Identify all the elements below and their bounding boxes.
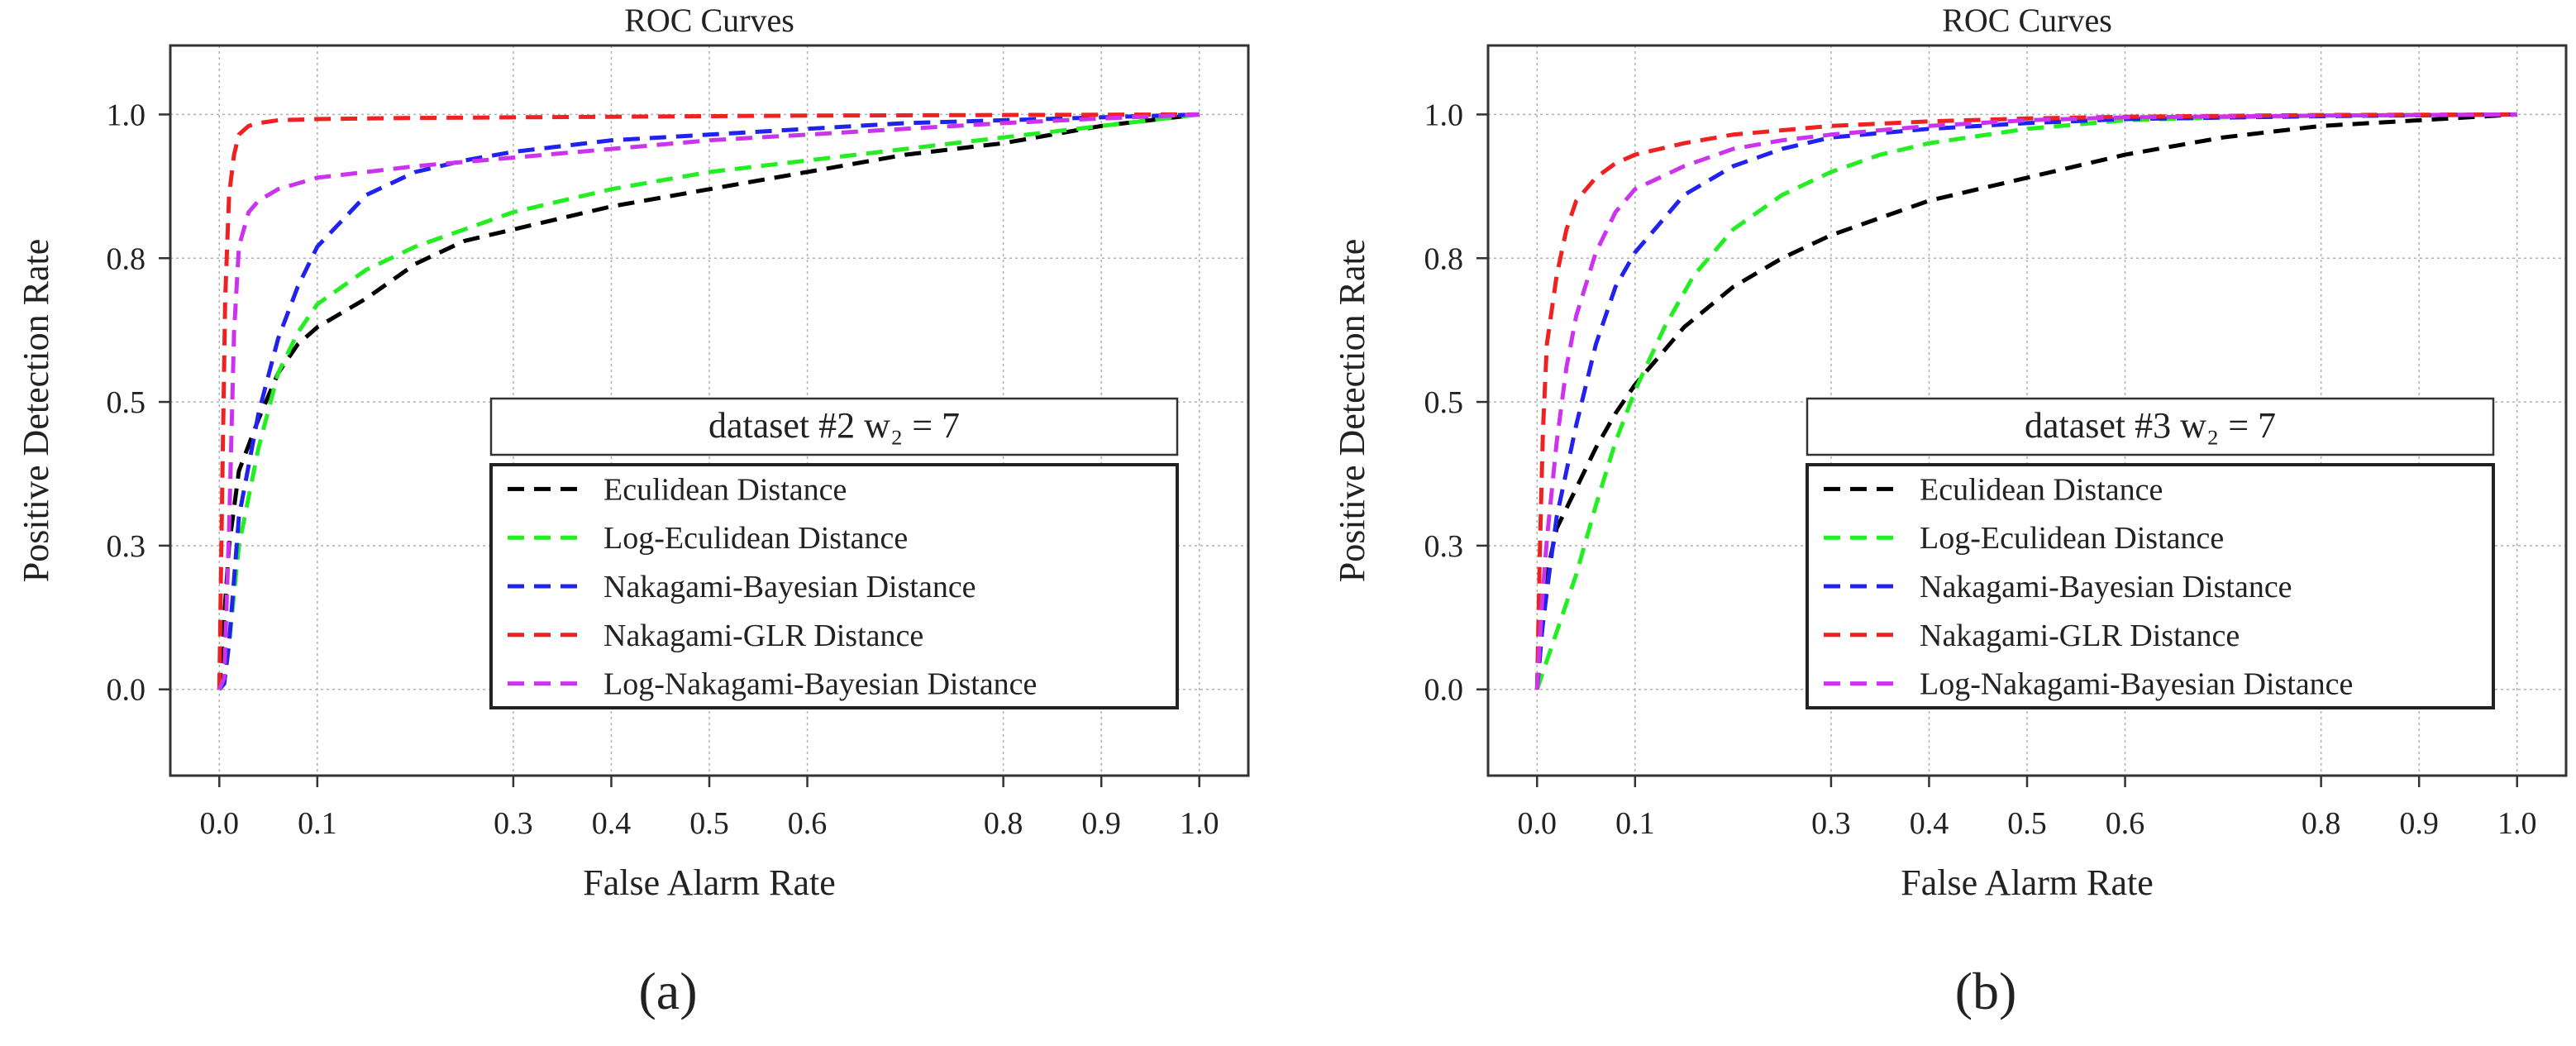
y-tick-label: 0.0	[107, 673, 146, 708]
x-tick-label: 0.8	[984, 806, 1023, 841]
legend-label: Nakagami-GLR Distance	[603, 619, 923, 653]
x-tick-label: 1.0	[1180, 806, 1219, 841]
y-tick-label: 0.8	[1424, 241, 1464, 276]
y-tick-label: 0.0	[1424, 673, 1464, 708]
legend-label: Log-Eculidean Distance	[603, 521, 908, 556]
x-tick-label: 0.6	[788, 806, 828, 841]
x-tick-label: 0.4	[592, 806, 632, 841]
x-tick-label: 0.3	[1811, 806, 1851, 841]
legend-label: Eculidean Distance	[603, 472, 847, 507]
legend-title: dataset #3 w₂ = 7	[2025, 405, 2276, 446]
x-tick-label: 0.5	[2007, 806, 2047, 841]
legend-label: Eculidean Distance	[1920, 472, 2163, 507]
legend-label: Nakagami-GLR Distance	[1920, 619, 2240, 653]
legend-box	[1806, 463, 2495, 709]
y-tick-label: 0.5	[1424, 385, 1464, 420]
x-tick-label: 0.1	[298, 806, 337, 841]
x-tick-label: 0.0	[200, 806, 240, 841]
series-line-3	[217, 112, 1200, 690]
y-axis-label: Positive Detection Rate	[16, 239, 56, 582]
y-tick-label: 0.8	[107, 241, 146, 276]
series-line-4	[1534, 112, 2517, 690]
series-line-1	[217, 112, 1200, 691]
legend-label: Log-Nakagami-Bayesian Distance	[603, 667, 1037, 702]
chart-panel-a: 0.0 0.1 0.3 0.4 0.5 0.6 0.8 0.9 1.0 0.0 0.3 0.5 0.8 1…	[16, 2, 1250, 1020]
legend-title-box	[489, 397, 1179, 456]
y-tick-label: 1.0	[1424, 98, 1464, 132]
legend-box	[489, 463, 1179, 709]
x-tick-label: 0.9	[2399, 806, 2439, 841]
series-line-4	[217, 112, 1200, 690]
y-tick-label: 0.3	[107, 529, 146, 564]
series-line-2	[1534, 112, 2517, 690]
legend-title-box	[1806, 397, 2495, 456]
x-tick-label: 0.3	[494, 806, 533, 841]
legend-label: Log-Nakagami-Bayesian Distance	[1920, 667, 2353, 702]
chart-title: ROC Curves	[1942, 2, 2112, 39]
panel-label: (a)	[638, 962, 697, 1020]
x-tick-label: 0.4	[1910, 806, 1949, 841]
y-tick-label: 0.3	[1424, 529, 1464, 564]
series-line-0	[1534, 112, 2517, 690]
x-axis-label: False Alarm Rate	[583, 862, 836, 903]
legend-label: Log-Eculidean Distance	[1920, 521, 2224, 556]
x-tick-label: 0.9	[1081, 806, 1121, 841]
x-axis-label: False Alarm Rate	[1901, 862, 2154, 903]
x-tick-label: 1.0	[2497, 806, 2537, 841]
series-line-2	[217, 112, 1200, 691]
legend-label: Nakagami-Bayesian Distance	[1920, 570, 2292, 604]
x-tick-label: 0.6	[2106, 806, 2145, 841]
x-tick-label: 0.0	[1518, 806, 1558, 841]
chart-panel-b: 0.0 0.1 0.3 0.4 0.5 0.6 0.8 0.9 1.0 0.0 0.3 0.5 0.8 1…	[1332, 2, 2568, 1020]
chart-title: ROC Curves	[624, 2, 794, 39]
x-tick-label: 0.1	[1615, 806, 1655, 841]
series-line-1	[1534, 112, 2517, 690]
legend-label: Nakagami-Bayesian Distance	[603, 570, 976, 604]
x-tick-label: 0.8	[2302, 806, 2341, 841]
y-tick-label: 1.0	[107, 98, 146, 132]
y-axis-label: Positive Detection Rate	[1332, 239, 1372, 582]
panel-label: (b)	[1955, 962, 2017, 1020]
y-tick-label: 0.5	[107, 385, 146, 420]
x-tick-label: 0.5	[689, 806, 729, 841]
legend-title: dataset #2 w₂ = 7	[708, 405, 960, 446]
